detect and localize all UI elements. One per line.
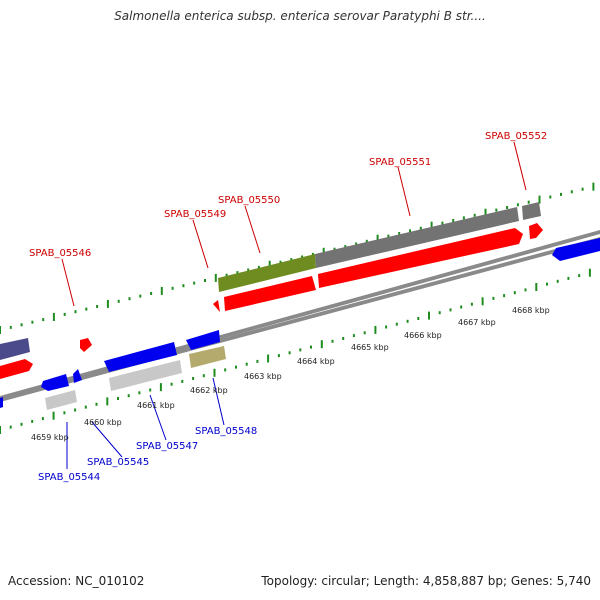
leader-line-SPAB_05545: [91, 421, 123, 458]
gene-label-SPAB_05552[interactable]: SPAB_05552: [485, 131, 547, 142]
gene-label-SPAB_05548[interactable]: SPAB_05548: [195, 426, 257, 437]
scale-label-4662: 4662 kbp: [190, 386, 228, 395]
leader-line-SPAB_05549: [192, 219, 209, 269]
accession-label: Accession: NC_010102: [8, 574, 145, 588]
gene-feature-red-arrow-a[interactable]: [213, 300, 220, 312]
gene-feature-blue-e[interactable]: [552, 238, 600, 261]
gene-feature-navy-left[interactable]: [0, 338, 30, 360]
scale-label-4667: 4667 kbp: [458, 318, 496, 327]
gene-label-SPAB_05545[interactable]: SPAB_05545: [87, 457, 149, 468]
scale-label-4666: 4666 kbp: [404, 331, 442, 340]
gene-feature-blue-c[interactable]: [104, 342, 177, 372]
gene-label-SPAB_05546[interactable]: SPAB_05546: [29, 248, 91, 259]
gene-label-SPAB_05544[interactable]: SPAB_05544: [38, 472, 100, 483]
gene-feature-gray-long[interactable]: [315, 207, 519, 268]
tick-marks-lower: [0, 268, 591, 434]
gene-feature-red-arrow-c[interactable]: [318, 228, 523, 288]
map-title: Salmonella enterica subsp. enterica sero…: [114, 9, 486, 23]
gene-feature-olive[interactable]: [218, 254, 316, 292]
tick-marks-upper: [0, 182, 595, 334]
gene-feature-blue-d[interactable]: [186, 330, 220, 350]
gene-label-SPAB_05551[interactable]: SPAB_05551: [369, 157, 431, 168]
genome-summary-label: Topology: circular; Length: 4,858,887 bp…: [261, 574, 591, 588]
leader-line-SPAB_05552: [513, 141, 527, 191]
gene-feature-light-gray-a[interactable]: [45, 390, 77, 410]
gene-label-SPAB_05550[interactable]: SPAB_05550: [218, 195, 280, 206]
scale-label-4668: 4668 kbp: [512, 306, 550, 315]
leader-line-SPAB_05547: [149, 394, 167, 441]
scale-label-4663: 4663 kbp: [244, 372, 282, 381]
gene-feature-blue-edge[interactable]: [0, 397, 3, 408]
gene-feature-red-small[interactable]: [80, 338, 92, 352]
gene-label-SPAB_05547[interactable]: SPAB_05547: [136, 441, 198, 452]
gene-feature-light-gray-b[interactable]: [109, 360, 182, 391]
scale-label-4664: 4664 kbp: [297, 357, 335, 366]
gene-feature-red-arrow-b[interactable]: [224, 276, 316, 311]
leader-line-SPAB_05551: [397, 166, 411, 217]
gene-feature-blue-b[interactable]: [73, 369, 82, 383]
gene-label-SPAB_05549[interactable]: SPAB_05549: [164, 209, 226, 220]
gene-feature-red-arrow-d[interactable]: [529, 223, 543, 239]
leader-line-SPAB_05548: [212, 377, 225, 426]
scale-label-4660: 4660 kbp: [84, 418, 122, 427]
gene-feature-khaki[interactable]: [189, 346, 226, 368]
leader-line-SPAB_05546: [61, 258, 75, 307]
gene-feature-red-left[interactable]: [0, 359, 33, 379]
leader-line-SPAB_05550: [244, 205, 261, 254]
scale-label-4659: 4659 kbp: [31, 433, 69, 442]
scale-label-4661: 4661 kbp: [137, 401, 175, 410]
scale-label-4665: 4665 kbp: [351, 343, 389, 352]
gene-feature-gray-small[interactable]: [522, 202, 541, 220]
gene-feature-blue-a[interactable]: [41, 374, 69, 391]
